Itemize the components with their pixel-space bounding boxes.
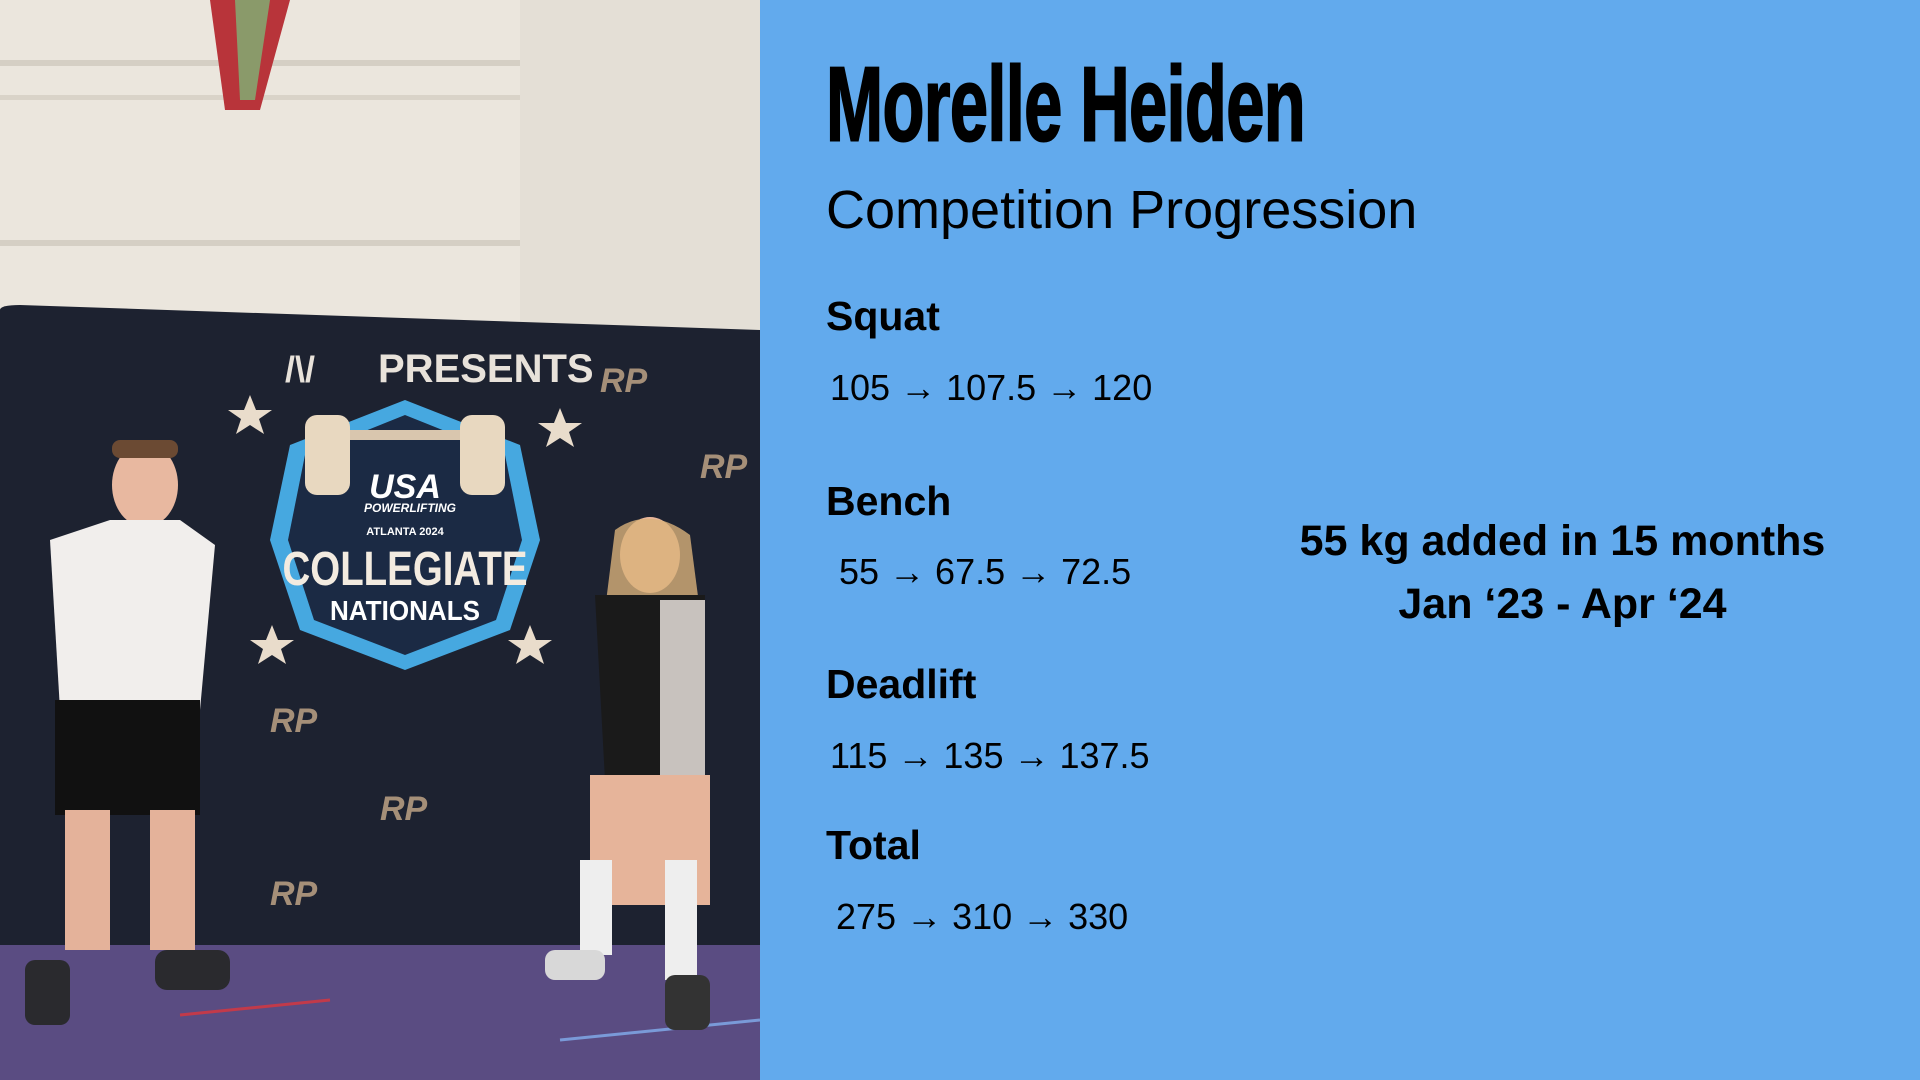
page-title: Morelle Heiden	[825, 45, 1306, 165]
content-panel: Morelle Heiden Competition Progression S…	[760, 0, 1920, 1080]
total-values: 275 → 310 → 330	[836, 896, 1129, 937]
squat-values: 105 → 107.5 → 120	[830, 367, 1153, 408]
event-photo-image: /\/ PRESENTS USA POWERLIFTING ATLANTA 20…	[0, 0, 760, 1080]
banner-presents-text: /\/ PRESENTS	[285, 347, 594, 391]
squat-label: Squat	[826, 293, 940, 339]
svg-text:RP: RP	[600, 362, 648, 400]
page-subtitle: Competition Progression	[826, 180, 1418, 240]
summary-period: Jan ‘23 - Apr ‘24	[1398, 580, 1727, 628]
svg-text:USA: USA	[369, 468, 441, 506]
summary-gain: 55 kg added in 15 months	[1299, 517, 1826, 565]
total-label: Total	[826, 822, 921, 868]
event-photo: /\/ PRESENTS USA POWERLIFTING ATLANTA 20…	[0, 0, 760, 1080]
svg-text:RP: RP	[270, 702, 318, 740]
deadlift-values: 115 → 135 → 137.5	[830, 735, 1150, 776]
svg-text:PRESENTS: PRESENTS	[378, 347, 594, 391]
svg-text:RP: RP	[270, 875, 318, 913]
svg-text:RP: RP	[700, 448, 748, 486]
svg-text:RP: RP	[380, 790, 428, 828]
bench-label: Bench	[826, 478, 952, 524]
svg-text:COLLEGIATE: COLLEGIATE	[283, 543, 528, 596]
svg-text:ATLANTA 2024: ATLANTA 2024	[366, 526, 444, 538]
svg-text:POWERLIFTING: POWERLIFTING	[364, 501, 456, 515]
deadlift-label: Deadlift	[826, 661, 977, 707]
svg-text:NATIONALS: NATIONALS	[330, 595, 480, 626]
bench-values: 55 → 67.5 → 72.5	[839, 551, 1132, 592]
svg-text:/\/: /\/	[285, 349, 315, 390]
